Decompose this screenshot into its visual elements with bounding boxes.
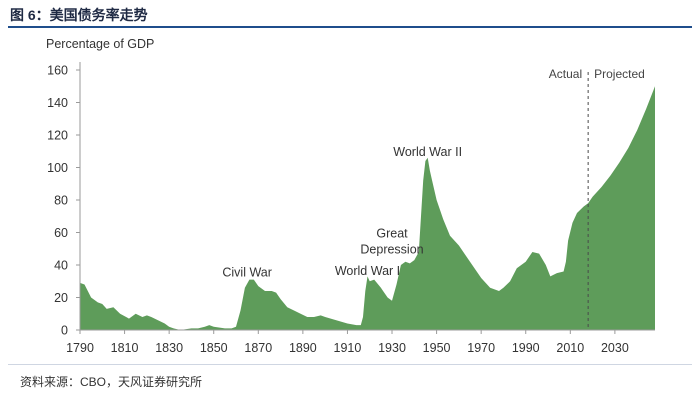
y-tick-label: 120 bbox=[47, 129, 68, 143]
y-tick-label: 0 bbox=[61, 324, 68, 338]
area-chart: Percentage of GDP 0 20 40 60 80 100 120 140 160 1… bbox=[46, 37, 655, 355]
x-tick-label: 1830 bbox=[155, 341, 183, 355]
series-area-0 bbox=[80, 86, 655, 330]
y-tick-label: 20 bbox=[54, 291, 68, 305]
x-tick-label: 2030 bbox=[601, 341, 629, 355]
source-note: 资料来源：CBO，天风证券研究所 bbox=[20, 375, 203, 389]
chart-frame: Percentage of GDP 0 20 40 60 80 100 120 140 160 1… bbox=[8, 28, 692, 364]
projected-label: Projected bbox=[594, 67, 645, 81]
x-tick-label: 1970 bbox=[467, 341, 495, 355]
plot-area bbox=[80, 86, 655, 330]
figure-title: 图 6：美国债务率走势 bbox=[10, 7, 148, 23]
annotations: Actual Projected Civil War World War I Great… bbox=[222, 67, 645, 330]
y-axis-label: Percentage of GDP bbox=[46, 37, 154, 51]
annotation-label: World War II bbox=[393, 145, 462, 159]
x-tick-label: 1950 bbox=[423, 341, 451, 355]
y-tick-label: 160 bbox=[47, 64, 68, 78]
x-tick-label: 1790 bbox=[66, 341, 94, 355]
figure-footer: 资料来源：CBO，天风证券研究所 bbox=[8, 364, 692, 399]
annotation-label: Civil War bbox=[222, 265, 272, 279]
y-tick-label: 40 bbox=[54, 259, 68, 273]
x-tick-label: 2010 bbox=[556, 341, 584, 355]
actual-label: Actual bbox=[549, 67, 582, 81]
y-tick-label: 100 bbox=[47, 161, 68, 175]
y-tick-label: 60 bbox=[54, 226, 68, 240]
x-tick-label: 1890 bbox=[289, 341, 317, 355]
annotation-label: World War I bbox=[335, 264, 400, 278]
x-tick-label: 1870 bbox=[244, 341, 272, 355]
annotation-label: Great bbox=[376, 226, 408, 240]
y-tick-label: 140 bbox=[47, 96, 68, 110]
x-tick-label: 1910 bbox=[334, 341, 362, 355]
x-tick-label: 1810 bbox=[111, 341, 139, 355]
y-tick-label: 80 bbox=[54, 194, 68, 208]
axes: 0 20 40 60 80 100 120 140 160 1790 1810 1830 1850 187… bbox=[47, 62, 655, 355]
x-tick-label: 1990 bbox=[512, 341, 540, 355]
annotation-label: Depression bbox=[360, 243, 423, 257]
x-tick-label: 1850 bbox=[200, 341, 228, 355]
figure-header: 图 6：美国债务率走势 bbox=[8, 4, 692, 28]
x-tick-label: 1930 bbox=[378, 341, 406, 355]
